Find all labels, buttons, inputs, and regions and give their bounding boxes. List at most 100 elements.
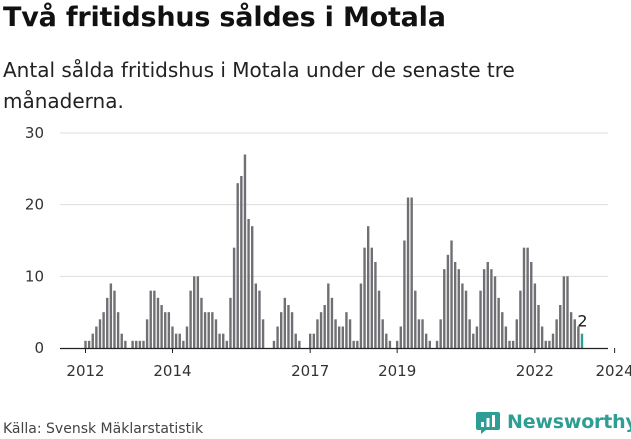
bar: [308, 333, 312, 348]
x-tick-label: 2014: [153, 362, 191, 380]
bar: [149, 290, 152, 348]
bar: [178, 333, 181, 348]
bar: [327, 283, 330, 348]
bar: [109, 283, 113, 348]
bar: [450, 240, 453, 348]
y-tick-label: 0: [34, 339, 44, 357]
bar: [472, 333, 475, 348]
bar: [577, 326, 580, 348]
labels: 0 10 20 30 2012 2014 2017 2019 2022 2024 2: [25, 124, 631, 380]
newsworthy-logo-text: Newsworthy: [507, 411, 631, 433]
bar: [84, 340, 87, 348]
bar: [410, 197, 413, 348]
bar: [218, 333, 221, 348]
bar: [98, 319, 102, 348]
bar: [138, 340, 142, 348]
x-axis: [60, 347, 616, 353]
bar: [193, 276, 196, 348]
bar: [443, 269, 446, 348]
bar: [490, 269, 493, 348]
bar: [497, 297, 500, 348]
bar: [145, 319, 149, 348]
bar: [142, 340, 145, 348]
x-tick-label: 2012: [66, 362, 104, 380]
bar: [156, 297, 160, 348]
bar: [323, 305, 326, 348]
bar: [566, 276, 569, 348]
bar: [254, 283, 258, 348]
bar: [116, 312, 120, 348]
bar: [240, 176, 243, 348]
bar: [160, 305, 163, 348]
bar: [569, 312, 573, 348]
bar: [222, 333, 225, 348]
bar: [385, 333, 388, 348]
bar: [551, 333, 555, 348]
bar: [319, 312, 323, 348]
bar: [428, 340, 431, 348]
bar: [102, 312, 105, 348]
bar: [106, 297, 109, 348]
bar: [464, 290, 468, 348]
bar: [381, 319, 384, 348]
newsworthy-logo-icon: [476, 412, 500, 434]
bar: [562, 276, 566, 348]
gridlines: [60, 132, 608, 277]
bar: [519, 290, 522, 348]
bar: [153, 290, 156, 348]
bar: [124, 340, 127, 348]
bar: [341, 326, 345, 348]
bar: [225, 340, 229, 348]
chart-subtitle: Antal sålda fritidshus i Motala under de…: [3, 58, 515, 113]
bar: [374, 262, 377, 348]
bar: [555, 319, 558, 348]
bar: [258, 290, 261, 348]
bar: [345, 312, 348, 348]
bar: [511, 340, 515, 348]
bar: [544, 340, 547, 348]
bar: [363, 247, 366, 348]
bar: [287, 305, 290, 348]
bar: [87, 340, 91, 348]
bar: [435, 340, 439, 348]
bar: [486, 262, 489, 348]
bar: [189, 290, 192, 348]
bar: [290, 312, 294, 348]
bar: [120, 333, 123, 348]
bar: [207, 312, 210, 348]
bar: [174, 333, 178, 348]
bar: [243, 154, 247, 348]
bar: [457, 269, 460, 348]
newsworthy-logo: Newsworthy: [475, 408, 631, 436]
bar: [113, 290, 116, 348]
bar: [479, 290, 482, 348]
bar: [508, 340, 511, 348]
bar: [366, 226, 370, 348]
bar: [196, 276, 200, 348]
bar: [334, 319, 337, 348]
bar: [504, 326, 508, 348]
bar: [229, 297, 232, 348]
bar: [439, 319, 442, 348]
bar: [280, 312, 283, 348]
bar: [399, 326, 402, 348]
bar: [526, 247, 529, 348]
bar: [417, 319, 421, 348]
bar: [573, 319, 576, 348]
bar: [294, 333, 297, 348]
bar: [424, 333, 428, 348]
bar: [537, 305, 540, 348]
bar: [548, 340, 551, 348]
bar: [272, 340, 276, 348]
bar: [185, 326, 189, 348]
bar: [482, 269, 486, 348]
bar: [421, 319, 424, 348]
bar: [559, 305, 562, 348]
latest-value-label: 2: [577, 312, 587, 331]
bar: [330, 297, 334, 348]
bar: [352, 340, 355, 348]
bar: [414, 290, 417, 348]
bar: [167, 312, 171, 348]
bar: [171, 326, 174, 348]
